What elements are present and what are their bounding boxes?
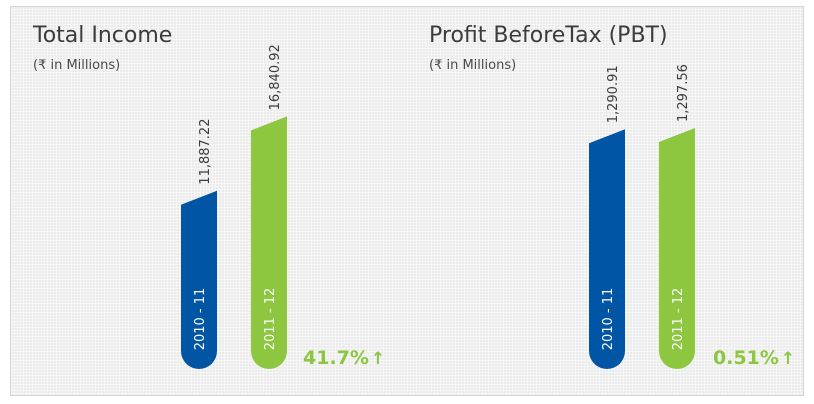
value-label: 1,290.91	[606, 65, 621, 123]
chart-title: Profit BeforeTax (PBT)	[429, 23, 668, 48]
charts-container: Total Income (₹ in Millions) 2010 - 11 11…	[10, 6, 804, 396]
value-label: 16,840.92	[268, 44, 283, 110]
growth-indicator: 41.7% ↑	[303, 347, 385, 369]
chart-subtitle: (₹ in Millions)	[429, 58, 517, 73]
arrow-up-icon: ↑	[370, 349, 386, 369]
bar-2011-12	[659, 128, 695, 369]
growth-value: 41.7%	[303, 347, 369, 369]
pbt-chart: 2010 - 11 1,290.91 2011 - 12 1,297.56	[589, 64, 695, 369]
chart-subtitle: (₹ in Millions)	[33, 58, 121, 73]
growth-indicator: 0.51% ↑	[713, 347, 795, 369]
bar-2010-11	[589, 129, 625, 369]
bar-2011-12	[251, 116, 287, 369]
chart-title: Total Income	[33, 23, 173, 48]
growth-value: 0.51%	[713, 347, 779, 369]
total-income-chart: 2010 - 11 11,887.22 2011 - 12 16,840.92	[181, 44, 287, 369]
category-label: 2011 - 12	[263, 288, 278, 351]
category-label: 2011 - 12	[671, 288, 686, 351]
total-income-panel: Total Income (₹ in Millions) 2010 - 11 11…	[11, 7, 407, 395]
bar-2010-11	[181, 190, 217, 369]
category-label: 2010 - 11	[193, 288, 208, 351]
arrow-up-icon: ↑	[780, 349, 796, 369]
value-label: 11,887.22	[198, 119, 213, 185]
value-label: 1,297.56	[676, 64, 691, 122]
pbt-panel: Profit BeforeTax (PBT) (₹ in Millions) 2…	[407, 7, 803, 395]
category-label: 2010 - 11	[601, 288, 616, 351]
